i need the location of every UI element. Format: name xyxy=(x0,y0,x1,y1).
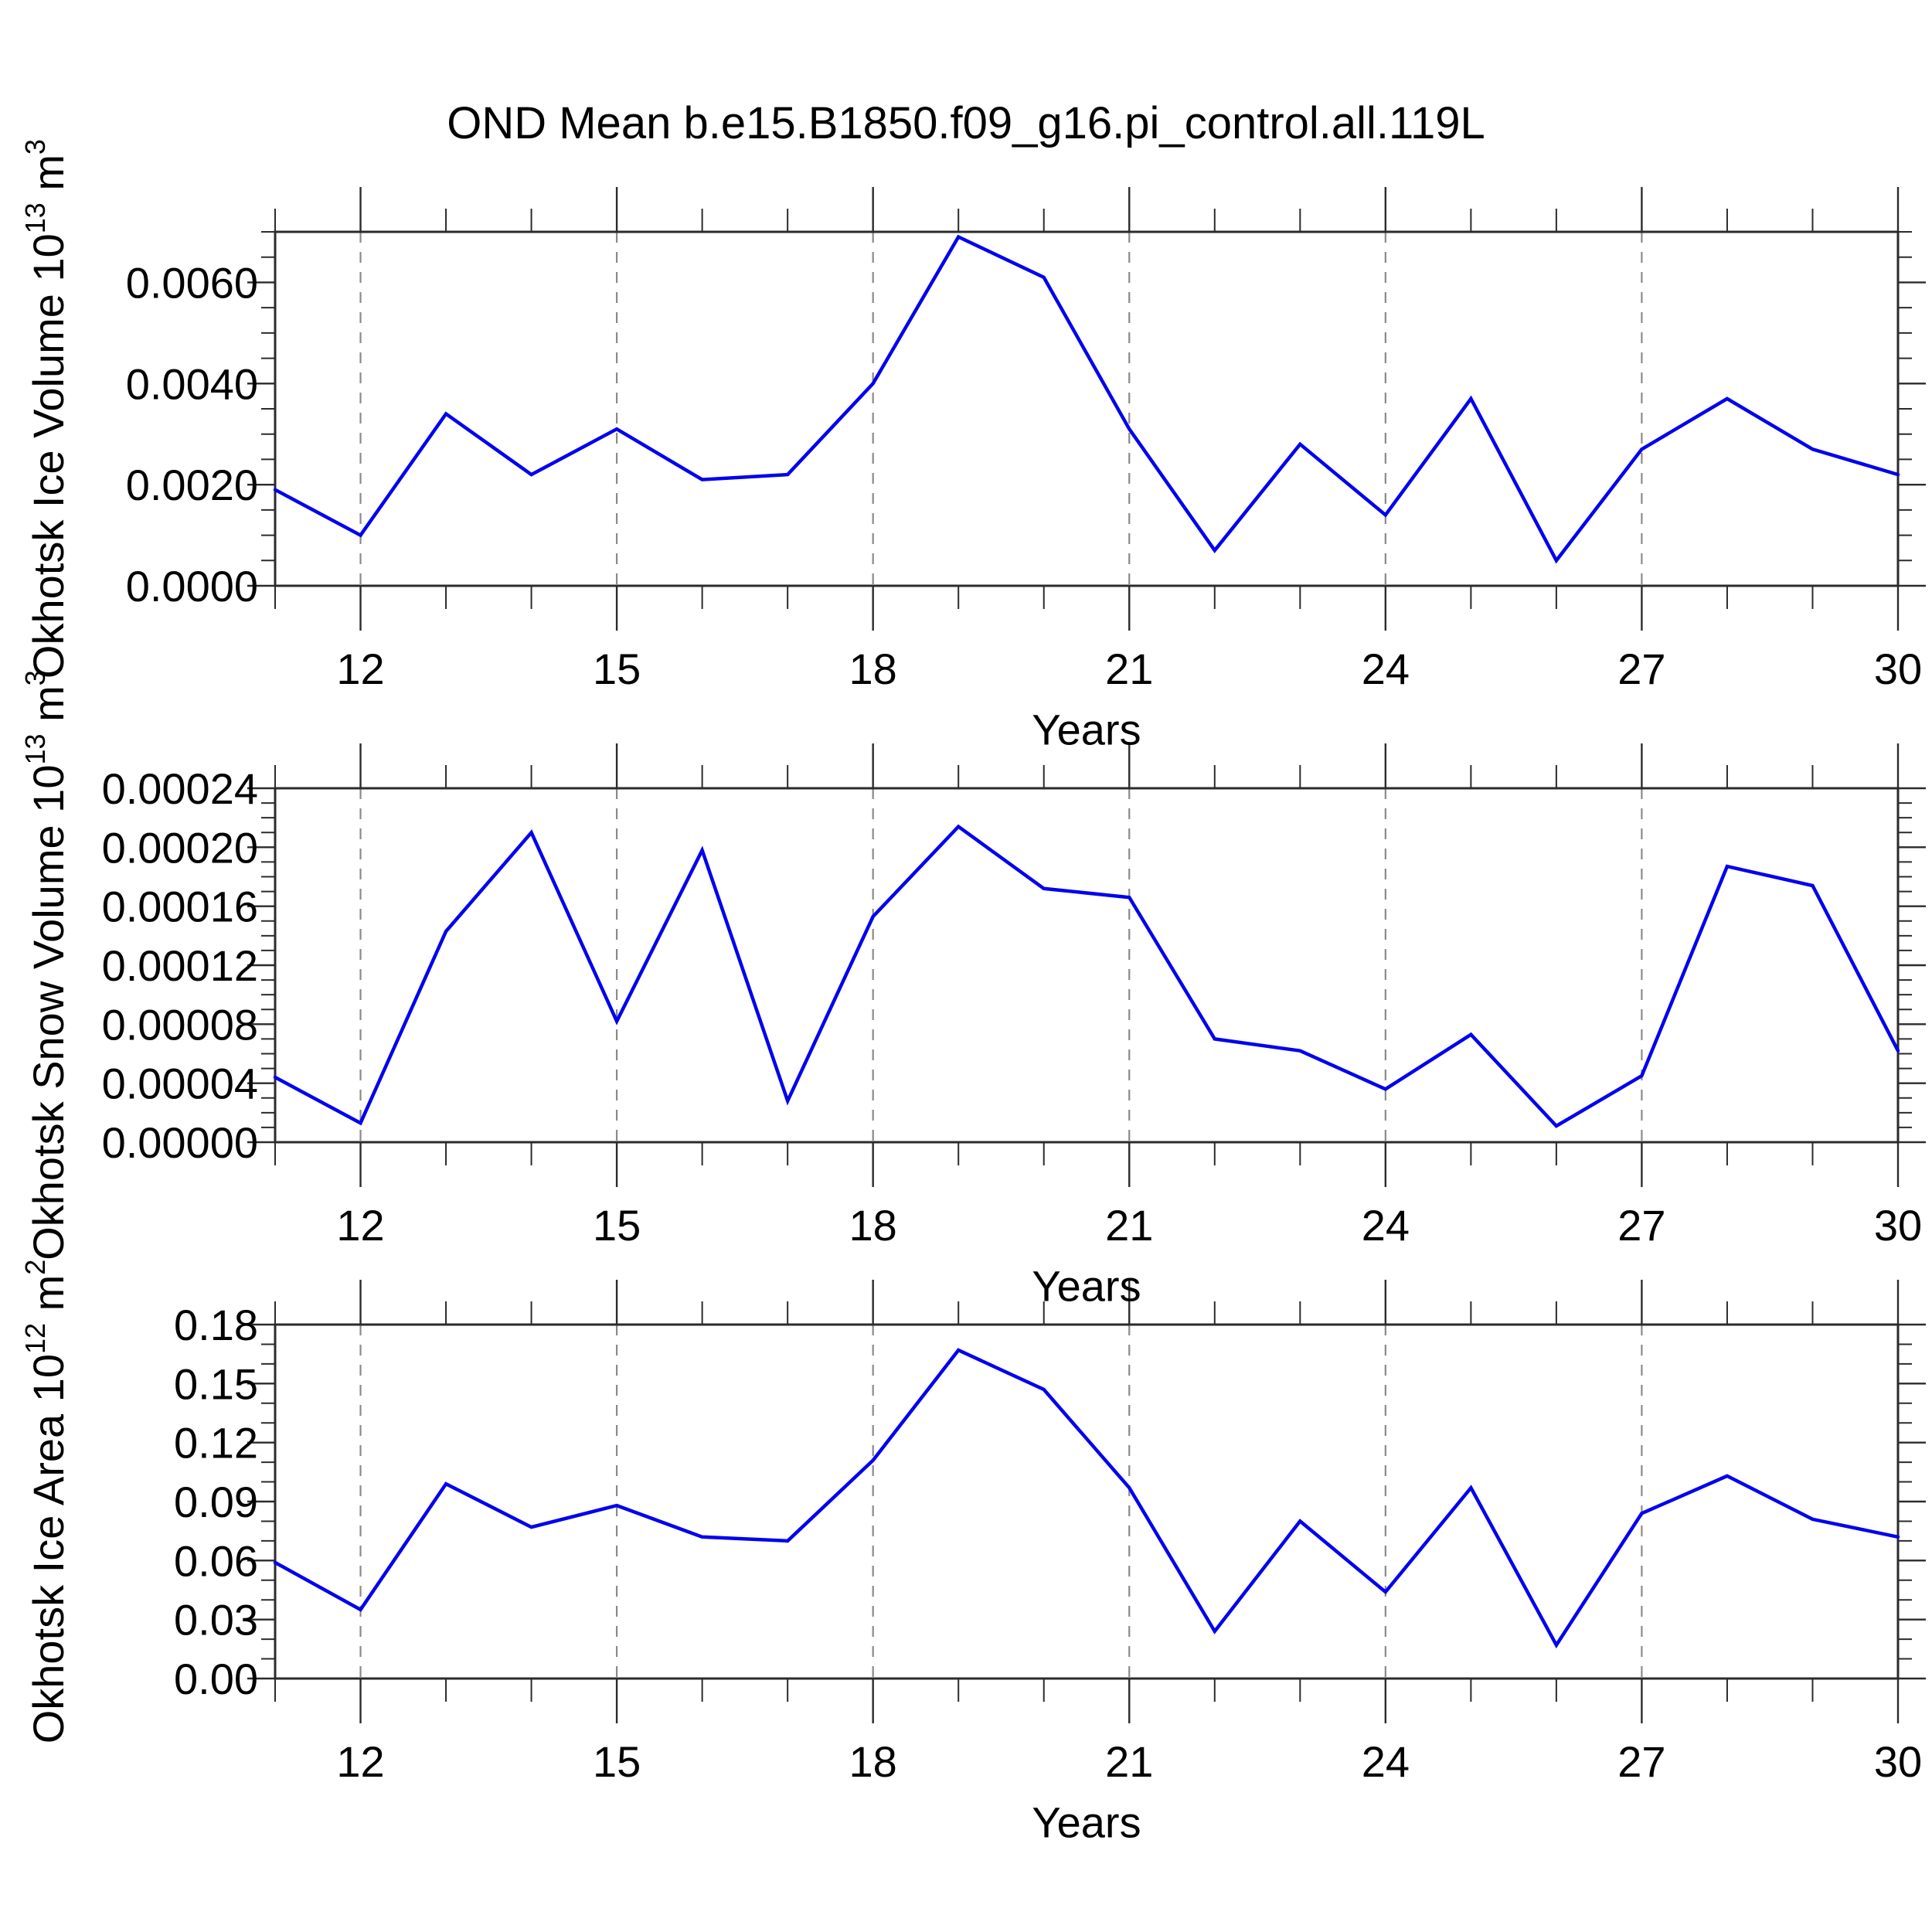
x-tick-label: 27 xyxy=(1617,645,1665,693)
y-axis-title-snow-volume: Okhotsk Snow Volume 1013 m3 xyxy=(19,670,73,1260)
y-tick-label: 0.00 xyxy=(174,1655,258,1703)
x-axis-title-years-top: Years xyxy=(1032,705,1141,754)
y-tick-label: 0.18 xyxy=(174,1301,258,1349)
y-axis-title-exponent: 13 xyxy=(19,733,52,765)
page-title: OND Mean b.e15.B1850.f09_g16.pi_control.… xyxy=(447,98,1485,148)
y-tick-label: 0.00020 xyxy=(102,823,258,872)
y-tick-label: 0.00024 xyxy=(102,764,258,813)
axis-frame xyxy=(274,787,1900,1144)
y-tick-label: 0.06 xyxy=(174,1536,258,1585)
x-tick-label: 12 xyxy=(336,1201,384,1250)
data-line xyxy=(273,234,1900,564)
y-axis-title-text: Okhotsk Ice Volume 10 xyxy=(23,233,73,679)
y-tick-label: 0.03 xyxy=(174,1596,258,1645)
axis-frame xyxy=(274,230,1900,587)
x-tick-label: 30 xyxy=(1874,645,1922,693)
y-axis-title-unit: m xyxy=(23,1274,73,1323)
x-tick-label: 15 xyxy=(593,1201,641,1250)
x-tick-label: 18 xyxy=(849,645,897,693)
x-tick-label: 21 xyxy=(1105,1737,1153,1786)
y-tick-label: 0.12 xyxy=(174,1419,258,1468)
x-tick-label: 30 xyxy=(1874,1737,1922,1786)
y-tick-label: 0.0060 xyxy=(126,258,258,307)
data-line xyxy=(273,824,1900,1128)
x-tick-label: 24 xyxy=(1362,1201,1410,1250)
x-tick-label: 12 xyxy=(336,645,384,693)
y-tick-label: 0.00004 xyxy=(102,1060,258,1108)
y-tick-label: 0.00016 xyxy=(102,883,258,931)
y-tick-label: 0.0020 xyxy=(126,461,258,509)
x-tick-label: 27 xyxy=(1617,1201,1665,1250)
y-axis-title-ice-area: Okhotsk Ice Area 1012 m2 xyxy=(19,1259,73,1744)
y-tick-label: 0.0040 xyxy=(126,359,258,408)
x-tick-label: 18 xyxy=(849,1737,897,1786)
y-axis-title-unit: m xyxy=(23,685,73,734)
y-tick-label: 0.09 xyxy=(174,1478,258,1526)
y-tick-label: 0.00008 xyxy=(102,1000,258,1049)
y-tick-label: 0.15 xyxy=(174,1359,258,1408)
x-tick-label: 27 xyxy=(1617,1737,1665,1786)
data-line xyxy=(273,1348,1900,1649)
x-tick-label: 18 xyxy=(849,1201,897,1250)
x-axis-title-years-bottom: Years xyxy=(1032,1798,1141,1847)
x-tick-label: 21 xyxy=(1105,645,1153,693)
x-axis-title-years-middle: Years xyxy=(1032,1261,1141,1311)
y-axis-title-unit: m xyxy=(23,154,73,203)
x-tick-label: 30 xyxy=(1874,1201,1922,1250)
x-tick-label: 15 xyxy=(593,645,641,693)
x-tick-label: 24 xyxy=(1362,645,1410,693)
y-tick-label: 0.00012 xyxy=(102,941,258,990)
x-tick-label: 24 xyxy=(1362,1737,1410,1786)
x-tick-label: 21 xyxy=(1105,1201,1153,1250)
y-axis-title-text: Okhotsk Ice Area 10 xyxy=(23,1354,73,1744)
x-tick-label: 15 xyxy=(593,1737,641,1786)
y-tick-label: 0.0000 xyxy=(126,562,258,611)
y-tick-label: 0.00000 xyxy=(102,1118,258,1167)
y-axis-title-ice-volume: Okhotsk Ice Volume 1013 m3 xyxy=(19,138,73,679)
axis-frame xyxy=(274,1323,1900,1680)
y-axis-title-exponent: 13 xyxy=(19,202,52,234)
y-axis-title-text: Okhotsk Snow Volume 10 xyxy=(23,764,73,1260)
y-axis-title-unit-exponent: 3 xyxy=(19,138,52,155)
y-axis-title-exponent: 12 xyxy=(19,1322,52,1355)
x-tick-label: 12 xyxy=(336,1737,384,1786)
y-axis-title-unit-exponent: 3 xyxy=(19,670,52,686)
y-axis-title-unit-exponent: 2 xyxy=(19,1259,52,1275)
